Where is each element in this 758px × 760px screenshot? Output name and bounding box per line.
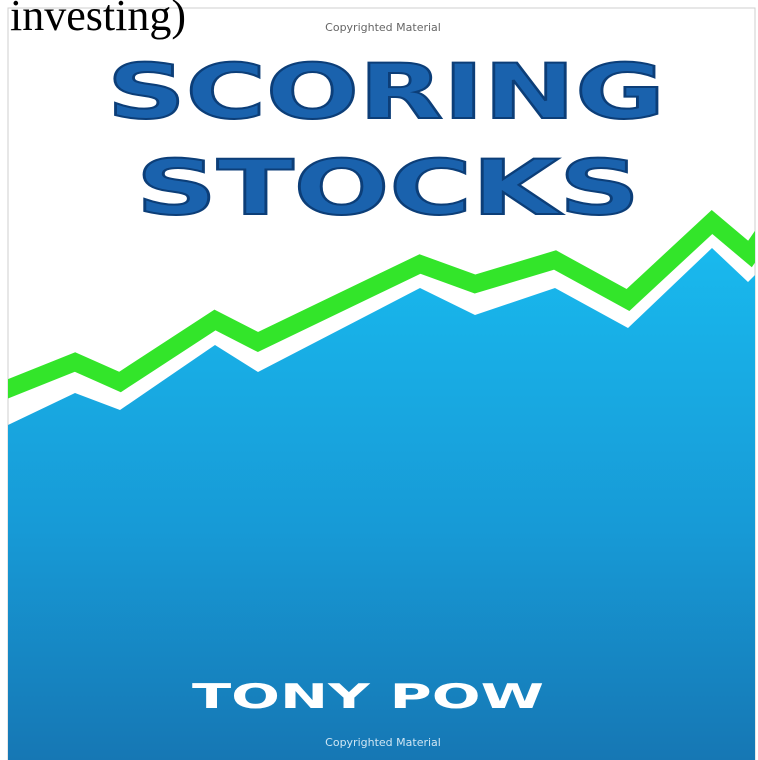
copyright-top: Copyrighted Material [325,21,441,34]
title-line-1: SCORING [107,47,665,136]
title-line-2: STOCKS [136,143,640,232]
caption: investing) [10,0,186,40]
author: TONY POW [192,677,544,717]
copyright-bottom: Copyrighted Material [325,736,441,749]
page: investing) Copyrighted Material SCORING … [0,0,758,760]
screenshot: investing) Copyrighted Material SCORING … [0,0,758,760]
